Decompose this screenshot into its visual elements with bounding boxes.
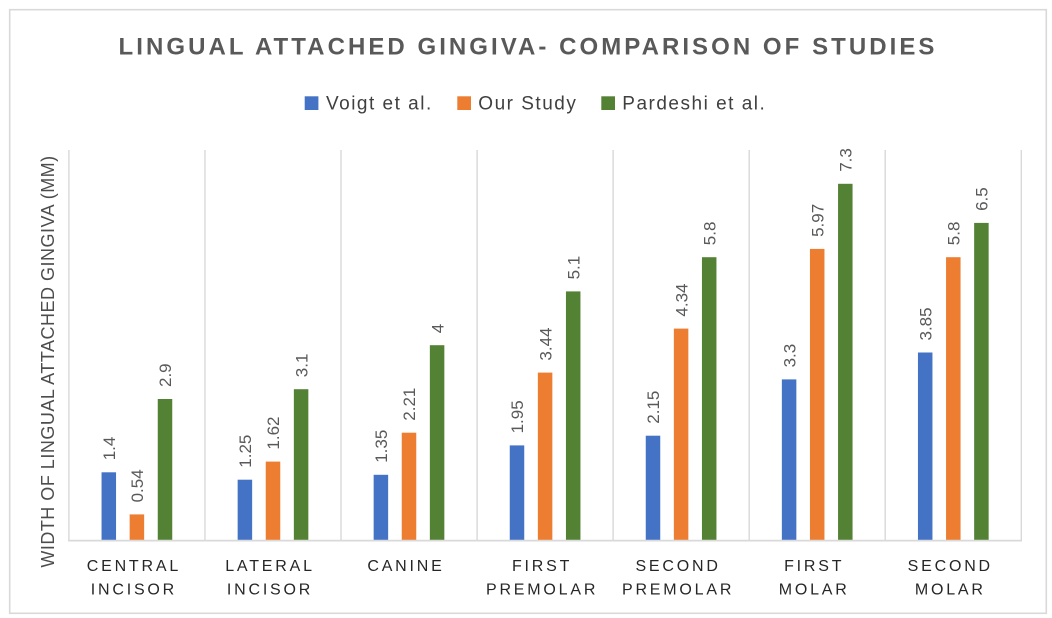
svg-text:5.8: 5.8 xyxy=(700,222,719,246)
svg-text:FIRST: FIRST xyxy=(512,558,572,575)
svg-text:3.1: 3.1 xyxy=(292,354,311,378)
svg-text:5.1: 5.1 xyxy=(564,256,583,280)
svg-text:PREMOLAR: PREMOLAR xyxy=(622,582,734,599)
svg-text:WIDTH OF LINGUAL ATTACHED GING: WIDTH OF LINGUAL ATTACHED GINGIVA (MM) xyxy=(38,155,58,567)
svg-text:SECOND: SECOND xyxy=(908,558,993,575)
svg-text:1.4: 1.4 xyxy=(100,437,119,461)
svg-text:4: 4 xyxy=(428,324,447,333)
svg-text:6.5: 6.5 xyxy=(973,187,992,211)
svg-text:1.25: 1.25 xyxy=(236,435,255,468)
svg-text:1.62: 1.62 xyxy=(264,417,283,450)
svg-text:MOLAR: MOLAR xyxy=(915,582,986,599)
svg-text:Pardeshi et al.: Pardeshi et al. xyxy=(622,94,766,115)
svg-text:1.35: 1.35 xyxy=(372,430,391,463)
svg-text:2.21: 2.21 xyxy=(400,388,419,421)
svg-text:3.3: 3.3 xyxy=(780,344,799,368)
svg-text:2.9: 2.9 xyxy=(156,363,175,387)
svg-text:3.85: 3.85 xyxy=(916,307,935,340)
svg-text:Our Study: Our Study xyxy=(478,94,577,115)
svg-text:5.97: 5.97 xyxy=(808,204,827,237)
svg-text:SECOND: SECOND xyxy=(635,558,720,575)
svg-text:3.44: 3.44 xyxy=(536,328,555,361)
svg-text:1.95: 1.95 xyxy=(508,400,527,433)
svg-text:INCISOR: INCISOR xyxy=(227,582,313,599)
svg-text:LATERAL: LATERAL xyxy=(225,558,315,575)
svg-text:PREMOLAR: PREMOLAR xyxy=(486,582,598,599)
svg-text:Voigt et al.: Voigt et al. xyxy=(326,94,433,115)
svg-text:MOLAR: MOLAR xyxy=(779,582,850,599)
svg-text:INCISOR: INCISOR xyxy=(91,582,177,599)
svg-text:CANINE: CANINE xyxy=(367,558,444,575)
svg-text:7.3: 7.3 xyxy=(837,148,856,172)
svg-text:LINGUAL ATTACHED GINGIVA- COMP: LINGUAL ATTACHED GINGIVA- COMPARISON OF … xyxy=(119,33,938,60)
svg-text:5.8: 5.8 xyxy=(945,222,964,246)
svg-text:2.15: 2.15 xyxy=(644,391,663,424)
svg-text:0.54: 0.54 xyxy=(128,469,147,502)
svg-text:CENTRAL: CENTRAL xyxy=(87,558,181,575)
svg-text:FIRST: FIRST xyxy=(784,558,844,575)
svg-text:4.34: 4.34 xyxy=(672,284,691,317)
